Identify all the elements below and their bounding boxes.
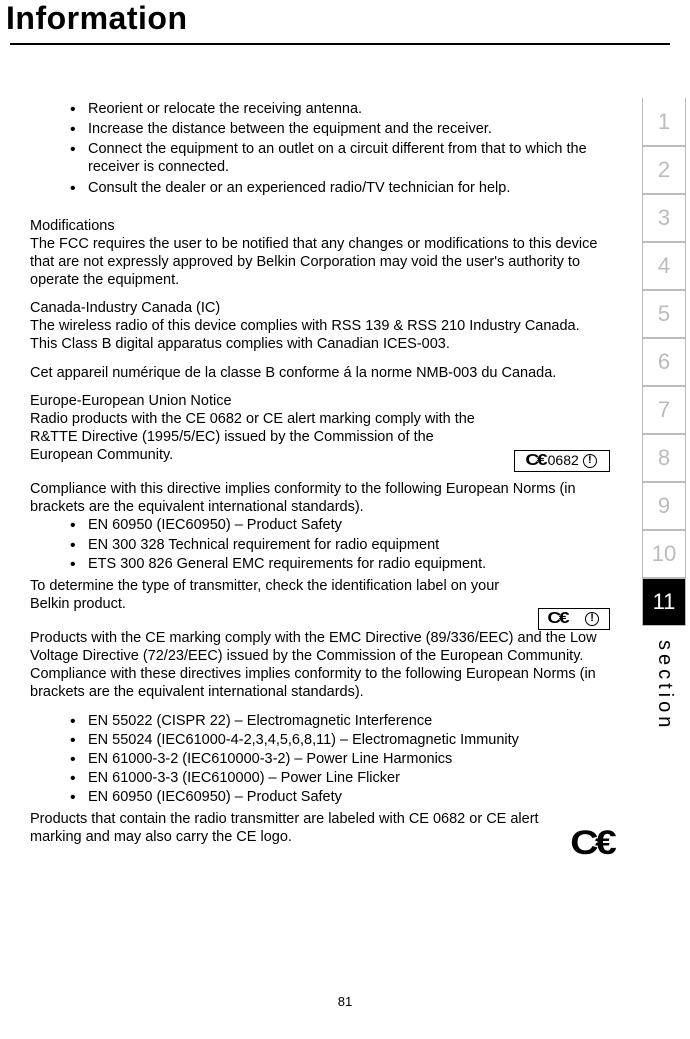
list-item: EN 55022 (CISPR 22) – Electromagnetic In… [70,712,610,730]
ce-mark-icon: C€ [526,451,546,471]
list-item: EN 61000-3-3 (IEC610000) – Power Line Fl… [70,769,610,787]
list-item: EN 55024 (IEC61000-4-2,3,4,5,6,8,11) – E… [70,731,610,749]
section-tabs: 1 2 3 4 5 6 7 8 9 10 11 [642,98,686,626]
list-item: ETS 300 826 General EMC requirements for… [70,555,610,573]
section-tab-5[interactable]: 5 [642,290,686,338]
eu-body: Radio products with the CE 0682 or CE al… [30,410,500,464]
list-item: Increase the distance between the equipm… [70,120,610,138]
list-item: EN 300 328 Technical requirement for rad… [70,536,610,554]
ce-alert-badge: C€ ! [538,608,610,630]
page-number: 81 [0,994,690,1009]
section-tab-9[interactable]: 9 [642,482,686,530]
section-tab-8[interactable]: 8 [642,434,686,482]
modifications-heading: Modifications [30,217,610,235]
list-item: EN 60950 (IEC60950) – Product Safety [70,788,610,806]
page: Information Reorient or relocate the rec… [0,0,690,1039]
ce-0682-badge: C€ 0682 ! [514,450,610,472]
section-tab-1[interactable]: 1 [642,98,686,146]
alert-icon: ! [585,612,599,626]
section-tab-2[interactable]: 2 [642,146,686,194]
canada-french: Cet appareil numérique de la classe B co… [30,364,610,382]
modifications-block: Modifications The FCC requires the user … [30,217,610,290]
section-tab-4[interactable]: 4 [642,242,686,290]
section-tab-11[interactable]: 11 [642,578,686,626]
section-tab-10[interactable]: 10 [642,530,686,578]
modifications-body: The FCC requires the user to be notified… [30,235,610,289]
list-item: Connect the equipment to an outlet on a … [70,140,610,176]
ce-mark-icon: C€ [547,609,567,629]
section-tab-6[interactable]: 6 [642,338,686,386]
list-item: EN 60950 (IEC60950) – Product Safety [70,516,610,534]
compliance1-list: EN 60950 (IEC60950) – Product Safety EN … [30,516,610,572]
alert-icon: ! [583,454,597,468]
eu-heading: Europe-European Union Notice [30,392,500,410]
title-rule [10,43,670,45]
page-title: Information [0,0,690,43]
list-item: Reorient or relocate the receiving anten… [70,100,610,118]
list-item: EN 61000-3-2 (IEC610000-3-2) – Power Lin… [70,750,610,768]
compliance2-outro: Products that contain the radio transmit… [30,810,610,846]
section-tab-3[interactable]: 3 [642,194,686,242]
section-tab-7[interactable]: 7 [642,386,686,434]
list-item: Consult the dealer or an experienced rad… [70,179,610,197]
compliance1-outro: To determine the type of transmitter, ch… [30,577,610,613]
compliance2-list: EN 55022 (CISPR 22) – Electromagnetic In… [30,712,610,807]
compliance1-intro: Compliance with this directive implies c… [30,480,610,516]
body-content: Reorient or relocate the receiving anten… [30,100,610,856]
canada-heading: Canada-Industry Canada (IC) [30,299,610,317]
compliance2-intro: Products with the CE marking comply with… [30,629,610,702]
bullet-list-top: Reorient or relocate the receiving anten… [30,100,610,197]
ce-number: 0682 [548,452,579,470]
section-label: section [653,640,676,731]
canada-block: Canada-Industry Canada (IC) The wireless… [30,299,610,353]
canada-body: The wireless radio of this device compli… [30,317,610,353]
ce-logo-icon: C€ [570,822,613,865]
